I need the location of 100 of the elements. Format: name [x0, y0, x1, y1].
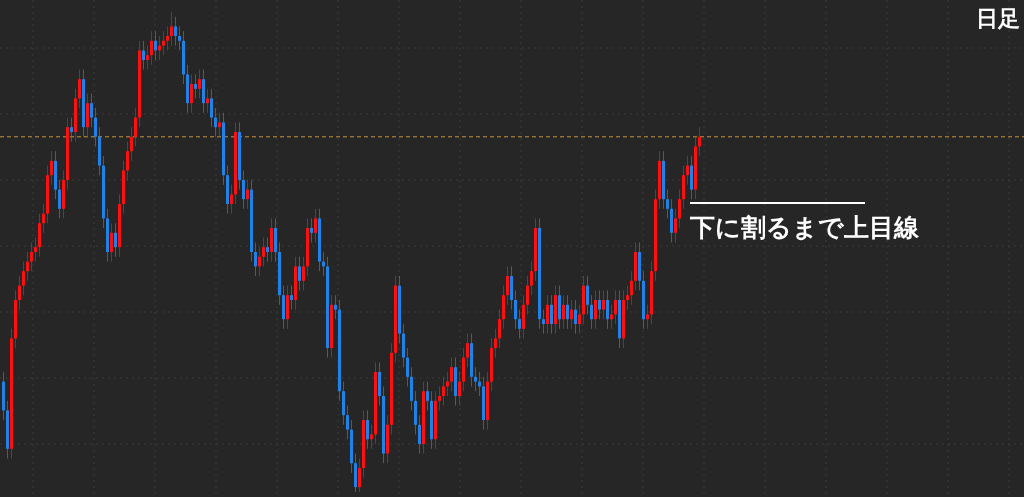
candlestick [646, 304, 649, 330]
candlestick [598, 289, 601, 320]
candlestick [190, 73, 193, 114]
candlestick [214, 107, 217, 138]
candlestick [410, 366, 413, 411]
title: 日足 [976, 6, 1020, 31]
candlestick [690, 155, 693, 200]
candlestick [282, 285, 285, 330]
candlestick [426, 381, 429, 411]
candlestick [606, 289, 609, 330]
candlestick [90, 93, 93, 128]
candlestick [358, 457, 361, 493]
candlestick [154, 30, 157, 61]
candlestick [462, 347, 465, 392]
candlestick [506, 265, 509, 306]
candlestick [146, 45, 149, 71]
candlestick [678, 189, 681, 229]
candlestick [474, 366, 477, 392]
candlestick [246, 179, 249, 210]
candlestick [614, 289, 617, 325]
candlestick [230, 184, 233, 215]
candlestick [218, 112, 221, 138]
candlestick [558, 285, 561, 330]
candlestick [210, 88, 213, 128]
candlestick [514, 289, 517, 330]
candlestick [58, 179, 61, 219]
candlestick [686, 155, 689, 186]
candlestick [526, 275, 529, 315]
candlestick [142, 40, 145, 71]
candlestick [414, 390, 417, 435]
candlestick [38, 213, 41, 258]
candlestick [666, 189, 669, 219]
candlestick [202, 69, 205, 114]
candlestick [266, 237, 269, 263]
candlestick [26, 251, 29, 282]
candlestick [198, 69, 201, 99]
candlestick [30, 241, 33, 272]
candlestick [134, 107, 137, 147]
candlestick [586, 275, 589, 315]
candlestick [42, 203, 45, 234]
candlestick [674, 208, 677, 243]
candlestick [402, 323, 405, 368]
candlestick [530, 261, 533, 296]
candlestick [502, 285, 505, 330]
candlestick [170, 11, 173, 47]
candlestick [418, 414, 421, 455]
candlestick [630, 270, 633, 306]
candlestick [194, 73, 197, 99]
candlestick [94, 107, 97, 147]
candlestick [378, 361, 381, 407]
candlestick [602, 289, 605, 320]
candlestick [166, 25, 169, 51]
candlestick [366, 409, 369, 450]
candlestick [302, 256, 305, 291]
candlestick [114, 222, 117, 258]
candlestick [18, 275, 21, 311]
candlestick [110, 222, 113, 263]
candlestick [450, 357, 453, 392]
candlestick [346, 405, 349, 440]
candlestick [570, 299, 573, 330]
candlestick [566, 294, 569, 330]
candlestick [270, 217, 273, 263]
candlestick [34, 237, 37, 263]
candlestick [314, 208, 317, 243]
candlestick [150, 30, 153, 66]
candlestick [298, 256, 301, 291]
candlestick [162, 30, 165, 56]
candlestick [354, 453, 357, 493]
candlestick [458, 371, 461, 407]
candlestick [498, 309, 501, 349]
candlestick [438, 385, 441, 411]
candlestick [442, 376, 445, 407]
candlestick [518, 309, 521, 339]
candlestick [574, 299, 577, 335]
candlestick [130, 126, 133, 162]
candlestick [258, 246, 261, 277]
candlestick [562, 294, 565, 330]
candlestick [86, 93, 89, 138]
candlestick [178, 25, 181, 51]
candlestick [542, 309, 545, 335]
candlestick [70, 117, 73, 143]
candlestick [22, 261, 25, 296]
candlestick [334, 294, 337, 320]
candlestick [466, 333, 469, 368]
candlestick [578, 304, 581, 335]
candlestick [670, 198, 673, 243]
candlestick [254, 241, 257, 277]
candlestick [262, 237, 265, 267]
candlestick [342, 381, 345, 426]
candlestick [126, 141, 129, 181]
candlestick [370, 424, 373, 450]
candlestick [406, 347, 409, 387]
candlestick [174, 16, 177, 47]
candlestick [590, 294, 593, 330]
candlestick [594, 289, 597, 330]
candlestick [626, 285, 629, 311]
candlestick [698, 126, 701, 157]
candlestick [550, 294, 553, 335]
candlestick [310, 217, 313, 243]
candlestick [494, 328, 497, 359]
